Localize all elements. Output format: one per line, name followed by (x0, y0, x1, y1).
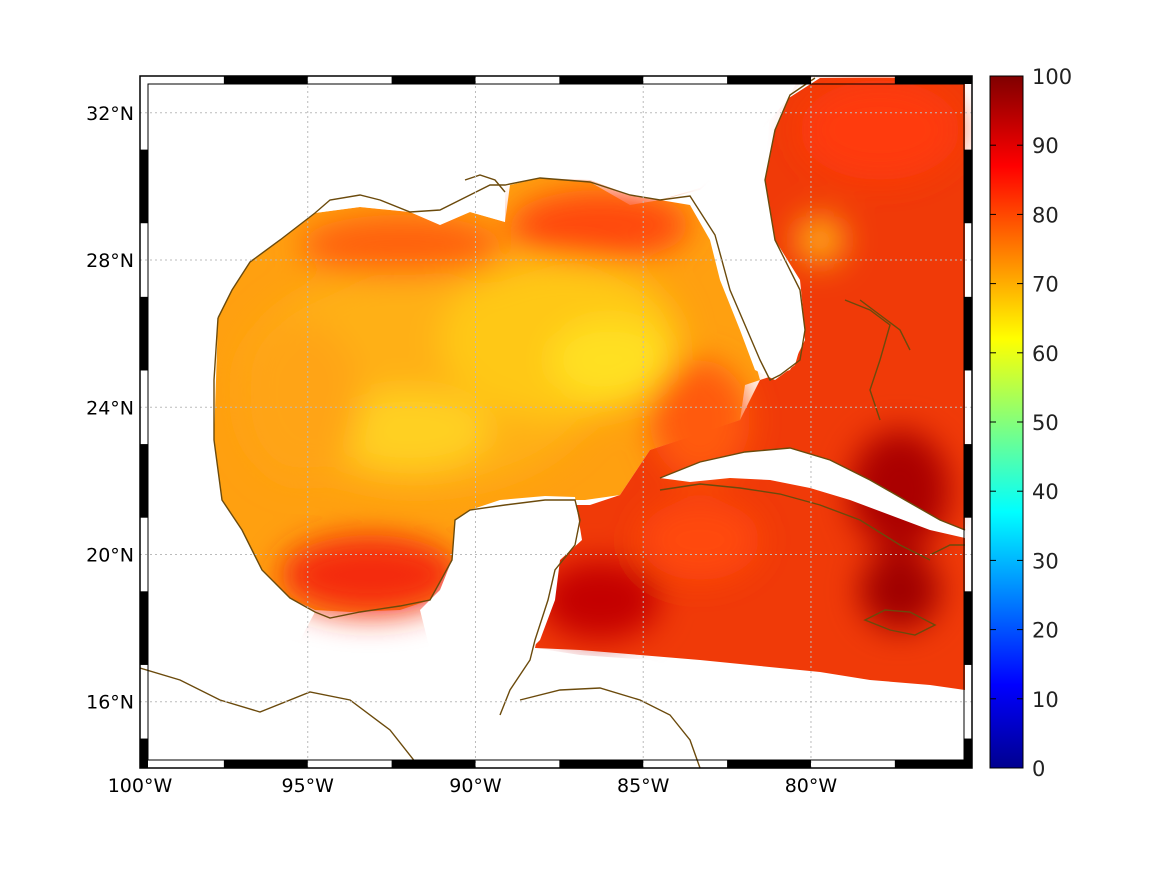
central-america-land (140, 640, 800, 768)
yucatan-land (420, 496, 582, 665)
colorbar-tick-label: 0 (1032, 757, 1045, 781)
lon-tick-label: 100°W (108, 775, 173, 797)
frame-stripe-left (140, 444, 148, 518)
frame-stripe-left (140, 591, 148, 665)
plot-frame (139, 75, 973, 769)
frame-stripe-right (964, 444, 972, 518)
frame-stripe-bottom (391, 760, 476, 768)
lat-tick-label: 24°N (86, 397, 134, 419)
mexico-coastline (213, 317, 581, 716)
frame-stripe-right (964, 738, 972, 768)
frame-stripe-bottom (559, 760, 644, 768)
frame-stripe-top (559, 76, 644, 84)
louisiana-coastline (464, 174, 506, 193)
frame-stripe-right (964, 591, 972, 665)
colorbar-tick-label: 40 (1032, 480, 1059, 504)
frame-stripe-left (140, 296, 148, 371)
graticule (140, 76, 972, 768)
jamaica-coastline (863, 609, 937, 636)
colorbar-tick-label: 80 (1032, 203, 1059, 227)
lon-tick-label: 90°W (449, 775, 502, 797)
colorbar-tick-labels: 0 10 20 30 40 50 60 70 80 90 100 (990, 65, 1072, 781)
florida-land (660, 78, 820, 380)
frame-stripe-bottom (894, 760, 972, 768)
lon-tick-label: 85°W (617, 775, 670, 797)
colorbar-tick-label: 90 (1032, 134, 1059, 158)
gulf-coastline (217, 77, 816, 381)
frame-inner-border (147, 83, 965, 761)
land-masks (140, 76, 965, 768)
colorbar-tick-label: 10 (1032, 688, 1059, 712)
colorbar-tick-label: 30 (1032, 549, 1059, 573)
frame-stripe-right (964, 296, 972, 371)
frame-stripe-top (223, 76, 308, 84)
frame-stripe-top (391, 76, 476, 84)
texas-land (140, 76, 800, 640)
frame-stripes (140, 76, 972, 768)
hispaniola-coastline (929, 544, 965, 556)
frame-stripe-right (964, 149, 972, 224)
cuba-coastline (659, 447, 966, 561)
cuba-land (660, 448, 965, 538)
bahamas-coastline (844, 299, 911, 421)
colorbar-tick-label: 70 (1032, 273, 1059, 297)
lon-tick-label: 95°W (282, 775, 335, 797)
lat-tick-label: 16°N (86, 692, 134, 714)
lat-tick-label: 20°N (86, 545, 134, 567)
lat-tick-labels: 32°N 28°N 24°N 20°N 16°N (86, 103, 134, 714)
colorbar-tick-label: 20 (1032, 619, 1059, 643)
colorbar-tick-label: 60 (1032, 342, 1059, 366)
lat-tick-label: 32°N (86, 103, 134, 125)
colorbar-tick-label: 100 (1032, 65, 1072, 89)
frame-stripe-left (140, 149, 148, 224)
lon-tick-label: 80°W (785, 775, 838, 797)
colorbar-tick-label: 50 (1032, 411, 1059, 435)
lat-tick-label: 28°N (86, 250, 134, 272)
lon-tick-labels: 100°W 95°W 90°W 85°W 80°W (108, 775, 838, 797)
frame-stripe-left (140, 738, 148, 768)
frame-stripe-top (727, 76, 811, 84)
frame-stripe-bottom (223, 760, 308, 768)
frame-stripe-bottom (727, 760, 811, 768)
honduras-coastline (519, 687, 701, 768)
heatmap-field (140, 76, 972, 768)
frame-stripe-top (894, 76, 972, 84)
